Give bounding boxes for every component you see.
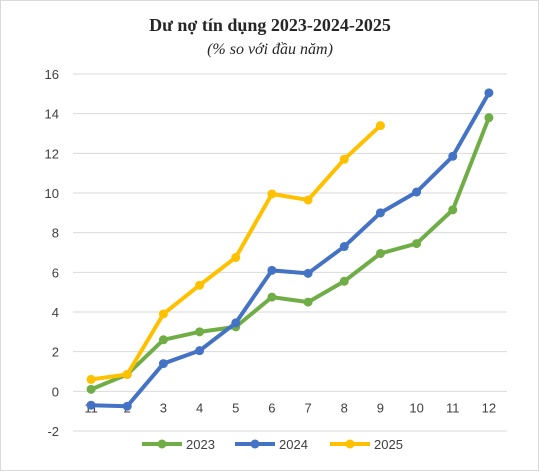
data-point-2023 <box>267 292 277 302</box>
legend-label: 2024 <box>279 437 308 452</box>
x-tick-label: 9 <box>377 400 384 415</box>
y-tick-label: 16 <box>45 67 59 82</box>
data-point-2025 <box>303 195 313 205</box>
x-tick-label: 3 <box>160 400 167 415</box>
legend-marker-2024 <box>250 439 260 449</box>
series-line-2023 <box>89 115 491 392</box>
data-point-2024 <box>231 318 241 328</box>
x-tick-label: 8 <box>341 400 348 415</box>
data-point-2024 <box>86 400 96 410</box>
data-point-2024 <box>339 242 349 252</box>
data-point-2023 <box>158 335 168 345</box>
data-point-2025 <box>339 154 349 164</box>
data-point-2025 <box>86 374 96 384</box>
data-point-2025 <box>267 189 277 199</box>
data-point-2024 <box>122 401 132 411</box>
gridlines <box>73 73 507 432</box>
y-tick-label: 0 <box>52 384 59 399</box>
series-line-2024 <box>89 90 491 409</box>
y-tick-label: 2 <box>52 345 59 360</box>
data-point-2024 <box>303 268 313 278</box>
x-tick-label: 12 <box>482 400 496 415</box>
data-point-2024 <box>158 359 168 369</box>
x-tick-label: 11 <box>446 400 460 415</box>
x-axis-ticks: 1123456789101112 <box>84 400 496 415</box>
y-tick-label: 14 <box>45 107 59 122</box>
data-point-2025 <box>158 309 168 319</box>
y-tick-label: 6 <box>52 265 59 280</box>
y-tick-label: -2 <box>47 424 59 439</box>
y-axis-ticks: -2 0 2 4 6 8 10 12 14 16 <box>45 67 59 439</box>
y-tick-label: 12 <box>45 146 59 161</box>
x-tick-label: 10 <box>409 400 423 415</box>
data-point-2023 <box>195 327 205 337</box>
x-tick-label: 7 <box>304 400 311 415</box>
data-point-2025 <box>122 369 132 379</box>
x-tick-label: 4 <box>196 400 203 415</box>
chart-subtitle: (% so với đầu năm) <box>207 41 333 58</box>
legend-label: 2025 <box>374 437 403 452</box>
data-point-2024 <box>412 187 422 197</box>
chart-title: Dư nợ tín dụng 2023-2024-2025 <box>149 15 391 35</box>
data-point-2023 <box>448 205 458 215</box>
data-point-2023 <box>484 113 494 123</box>
legend-marker-2025 <box>345 439 355 449</box>
data-point-2025 <box>231 252 241 262</box>
x-tick-label: 6 <box>268 400 275 415</box>
y-tick-label: 8 <box>52 226 59 241</box>
data-point-2023 <box>375 248 385 258</box>
y-tick-label: 10 <box>45 186 59 201</box>
data-point-2023 <box>412 239 422 249</box>
data-point-2024 <box>195 346 205 356</box>
data-point-2023 <box>86 384 96 394</box>
data-point-2024 <box>484 88 494 98</box>
data-point-2025 <box>375 121 385 131</box>
data-point-2024 <box>267 265 277 275</box>
legend-label: 2023 <box>186 437 215 452</box>
y-tick-label: 4 <box>52 305 59 320</box>
series-lines <box>86 88 494 411</box>
legend: 2023 2024 2025 <box>142 437 403 452</box>
data-point-2023 <box>339 276 349 286</box>
data-point-2024 <box>375 208 385 218</box>
x-tick-label: 5 <box>232 400 239 415</box>
data-point-2023 <box>303 297 313 307</box>
legend-marker-2023 <box>157 439 167 449</box>
data-point-2025 <box>195 280 205 290</box>
data-point-2024 <box>448 151 458 161</box>
